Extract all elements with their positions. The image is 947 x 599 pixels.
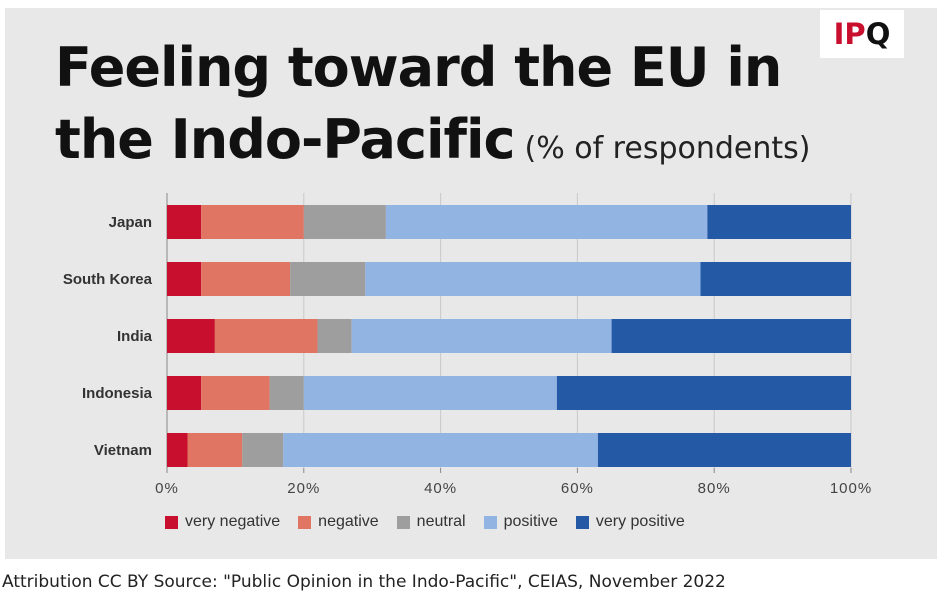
bar-segment (201, 262, 291, 296)
bar-segment (317, 319, 352, 353)
legend-label: neutral (416, 513, 466, 530)
ipq-logo: IP Q (820, 10, 904, 58)
bar-segment (597, 433, 851, 467)
legend-swatch (483, 515, 497, 529)
chart-title-suffix: (% of respondents) (524, 131, 811, 166)
category-label: Indonesia (82, 385, 153, 402)
legend-swatch (575, 515, 589, 529)
legend-item: neutral (396, 513, 466, 531)
legend-item: negative (298, 513, 379, 531)
x-tick-label: 40% (424, 480, 457, 497)
x-tick-label: 100% (830, 480, 872, 497)
legend-label: negative (318, 513, 379, 530)
bar-segment (556, 376, 851, 410)
bar-segment (167, 376, 202, 410)
logo-text-black: Q (865, 17, 891, 51)
legend-swatch (298, 515, 312, 529)
bar-segment (269, 376, 304, 410)
bar-segment (201, 376, 270, 410)
legend-label: very negative (185, 513, 281, 530)
bar-segment (611, 319, 851, 353)
chart-legend: very negative negative neutral positive very… (165, 513, 703, 531)
x-tick-label: 0% (155, 480, 179, 497)
attribution-text: Attribution CC BY Source: "Public Opinio… (2, 572, 726, 592)
legend-item: very positive (575, 513, 685, 531)
category-label: Japan (109, 214, 152, 231)
bar-segment (385, 205, 708, 239)
chart-title-main: the Indo-Pacific (55, 108, 515, 171)
legend-label: positive (503, 513, 558, 530)
bar-segment (351, 319, 612, 353)
bar-segment (167, 319, 215, 353)
legend-swatch (396, 515, 410, 529)
category-label: India (117, 328, 153, 345)
category-label: Vietnam (94, 442, 152, 459)
bar-segment (303, 205, 386, 239)
x-tick-label: 80% (698, 480, 731, 497)
chart-title-line2: the Indo-Pacific (% of respondents) (55, 108, 810, 171)
bar-segment (290, 262, 366, 296)
x-tick-label: 60% (561, 480, 594, 497)
bar-segment (283, 433, 598, 467)
chart-title-line1: Feeling toward the EU in (55, 36, 782, 99)
category-label: South Korea (63, 271, 153, 288)
x-tick-label: 20% (287, 480, 320, 497)
legend-swatch (165, 515, 178, 529)
bar-segment (167, 205, 202, 239)
bar-segment (201, 205, 304, 239)
legend-label: very positive (595, 513, 685, 530)
legend-item: very negative (165, 513, 280, 531)
bar-segment (365, 262, 701, 296)
logo-text-red: IP (833, 17, 866, 51)
bar-segment (700, 262, 851, 296)
bar-segment (187, 433, 243, 467)
bar-segment (303, 376, 557, 410)
bar-segment (167, 262, 202, 296)
bar-segment (242, 433, 284, 467)
legend-item: positive (483, 513, 558, 531)
bar-segment (707, 205, 851, 239)
bar-segment (167, 433, 188, 467)
bar-segment (214, 319, 318, 353)
